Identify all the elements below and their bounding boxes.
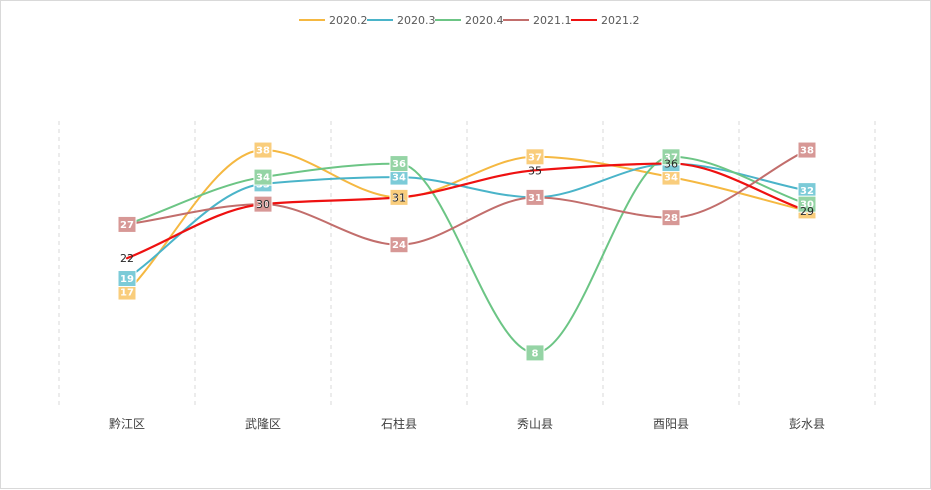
data-labels: 1738313734291933343136322734368373027302… xyxy=(117,141,817,362)
data-label: 22 xyxy=(120,252,134,265)
legend-item[interactable]: 2021.2 xyxy=(571,14,640,27)
data-point[interactable]: 38 xyxy=(253,141,273,159)
x-tick-label: 彭水县 xyxy=(789,417,825,431)
data-label: 36 xyxy=(664,158,678,171)
legend-label: 2020.4 xyxy=(465,14,504,27)
data-label: 32 xyxy=(800,186,814,197)
data-label: 8 xyxy=(532,348,539,359)
data-label-box xyxy=(389,236,409,254)
data-label: 37 xyxy=(528,152,542,163)
data-label: 34 xyxy=(392,173,406,184)
data-label-box xyxy=(525,344,545,362)
data-point[interactable]: 31 xyxy=(525,188,545,206)
data-point[interactable]: 19 xyxy=(117,270,137,288)
legend-item[interactable]: 2021.1 xyxy=(503,14,572,27)
data-label: 31 xyxy=(392,193,406,204)
data-point[interactable]: 38 xyxy=(797,141,817,159)
data-point[interactable]: 22 xyxy=(120,252,134,265)
data-point[interactable]: 31 xyxy=(392,191,406,204)
data-label: 27 xyxy=(120,220,134,231)
data-label-box xyxy=(389,155,409,173)
data-label: 28 xyxy=(664,213,678,224)
data-point[interactable]: 8 xyxy=(525,344,545,362)
legend-label: 2020.3 xyxy=(397,14,436,27)
data-point[interactable]: 31 xyxy=(389,188,409,206)
data-label: 31 xyxy=(528,193,542,204)
data-label: 17 xyxy=(120,288,134,299)
data-label-box xyxy=(525,188,545,206)
data-label-box xyxy=(661,148,681,166)
x-axis: 黔江区 武隆区 石柱县 秀山县 酉阳县 彭水县 xyxy=(109,416,825,431)
gridlines xyxy=(58,121,876,408)
x-tick-label: 秀山县 xyxy=(517,417,553,431)
data-point[interactable]: 27 xyxy=(117,215,137,233)
data-label-box xyxy=(253,195,273,213)
legend-item[interactable]: 2020.4 xyxy=(435,14,504,27)
data-label: 36 xyxy=(392,159,406,170)
x-tick-label: 酉阳县 xyxy=(653,417,689,431)
legend: 2020.2 2020.3 2020.4 2021.1 2021.2 xyxy=(299,14,640,27)
data-point[interactable]: 36 xyxy=(664,158,678,171)
legend-label: 2021.2 xyxy=(601,14,640,27)
data-label: 19 xyxy=(120,274,134,285)
data-point[interactable]: 37 xyxy=(661,148,681,166)
data-label: 38 xyxy=(256,146,270,157)
series-line xyxy=(125,162,809,260)
data-label-box xyxy=(661,209,681,227)
data-label: 29 xyxy=(800,205,814,218)
data-label: 24 xyxy=(392,240,406,251)
data-point[interactable]: 37 xyxy=(525,148,545,166)
data-label: 30 xyxy=(256,198,270,211)
x-tick-label: 武隆区 xyxy=(245,416,281,431)
x-tick-label: 石柱县 xyxy=(381,416,417,431)
data-label: 31 xyxy=(392,191,406,204)
legend-label: 2020.2 xyxy=(329,14,368,27)
data-label: 30 xyxy=(800,200,814,211)
data-label-box xyxy=(117,270,137,288)
legend-label: 2021.1 xyxy=(533,14,572,27)
data-point[interactable]: 34 xyxy=(253,168,273,186)
data-label: 35 xyxy=(528,164,542,177)
data-label-box xyxy=(525,148,545,166)
data-point[interactable]: 24 xyxy=(389,236,409,254)
data-point[interactable]: 36 xyxy=(389,155,409,173)
data-label-box xyxy=(253,168,273,186)
legend-item[interactable]: 2020.3 xyxy=(367,14,436,27)
data-label-box xyxy=(797,141,817,159)
data-label: 38 xyxy=(800,146,814,157)
data-label-box xyxy=(117,215,137,233)
data-label-box xyxy=(389,188,409,206)
data-label: 34 xyxy=(256,173,270,184)
x-tick-label: 黔江区 xyxy=(109,416,145,431)
data-label-box xyxy=(253,141,273,159)
legend-item[interactable]: 2020.2 xyxy=(299,14,368,27)
data-point[interactable]: 29 xyxy=(800,205,814,218)
data-label: 37 xyxy=(664,152,678,163)
data-label: 34 xyxy=(664,173,678,184)
data-label-box xyxy=(797,195,817,213)
data-point[interactable]: 30 xyxy=(797,195,817,213)
data-point[interactable]: 30 xyxy=(256,198,270,211)
data-point[interactable]: 30 xyxy=(253,195,273,213)
data-label: 30 xyxy=(256,200,270,211)
data-point[interactable]: 34 xyxy=(661,168,681,186)
data-point[interactable]: 35 xyxy=(528,164,542,177)
data-point[interactable]: 28 xyxy=(661,209,681,227)
